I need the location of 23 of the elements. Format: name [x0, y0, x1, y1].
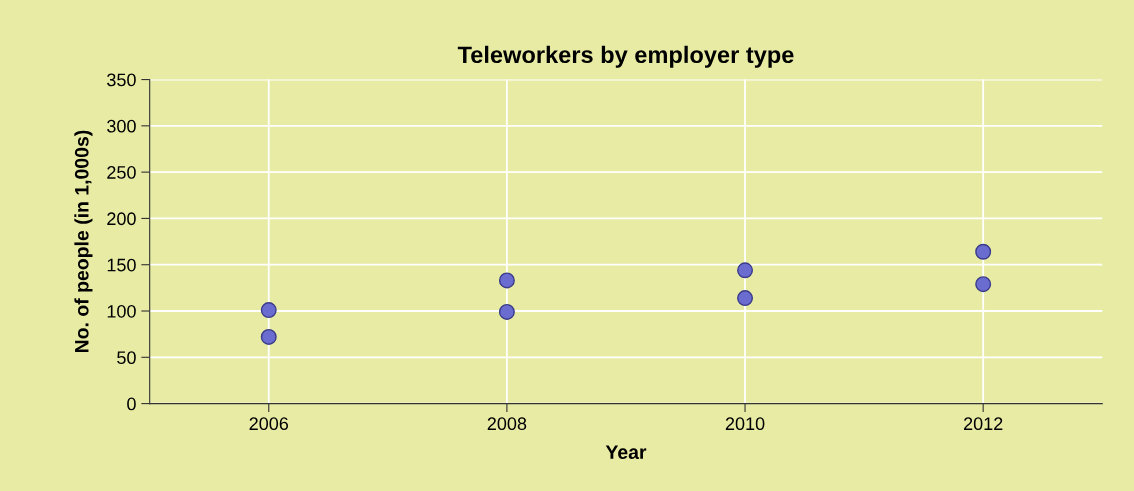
- point: [260, 302, 277, 319]
- point: [975, 276, 992, 293]
- x-tick-label: 2010: [725, 417, 765, 431]
- x-tick-label: 2012: [964, 417, 1003, 431]
- y-tick-label: 0: [127, 397, 136, 411]
- point: [260, 328, 277, 345]
- point: [498, 272, 515, 289]
- y-axis-title: No. of people (in 1,000s): [74, 130, 93, 353]
- y-tick-label: 200: [107, 212, 136, 226]
- point: [498, 303, 515, 320]
- y-tick-label: 150: [107, 258, 136, 272]
- y-tick-label: 100: [107, 304, 136, 318]
- y-tick-label: 250: [107, 166, 136, 179]
- y-tick-label: 350: [107, 73, 136, 87]
- y-tick-label: 300: [107, 119, 136, 133]
- chart-title: Teleworkers by employer type: [457, 45, 794, 68]
- point: [975, 243, 992, 260]
- x-tick-label: 2006: [249, 417, 289, 431]
- x-tick-label: 2008: [487, 417, 527, 431]
- x-axis-title: Year: [605, 445, 647, 460]
- point: [737, 262, 754, 279]
- point: [737, 290, 754, 307]
- y-tick-label: 50: [117, 351, 136, 365]
